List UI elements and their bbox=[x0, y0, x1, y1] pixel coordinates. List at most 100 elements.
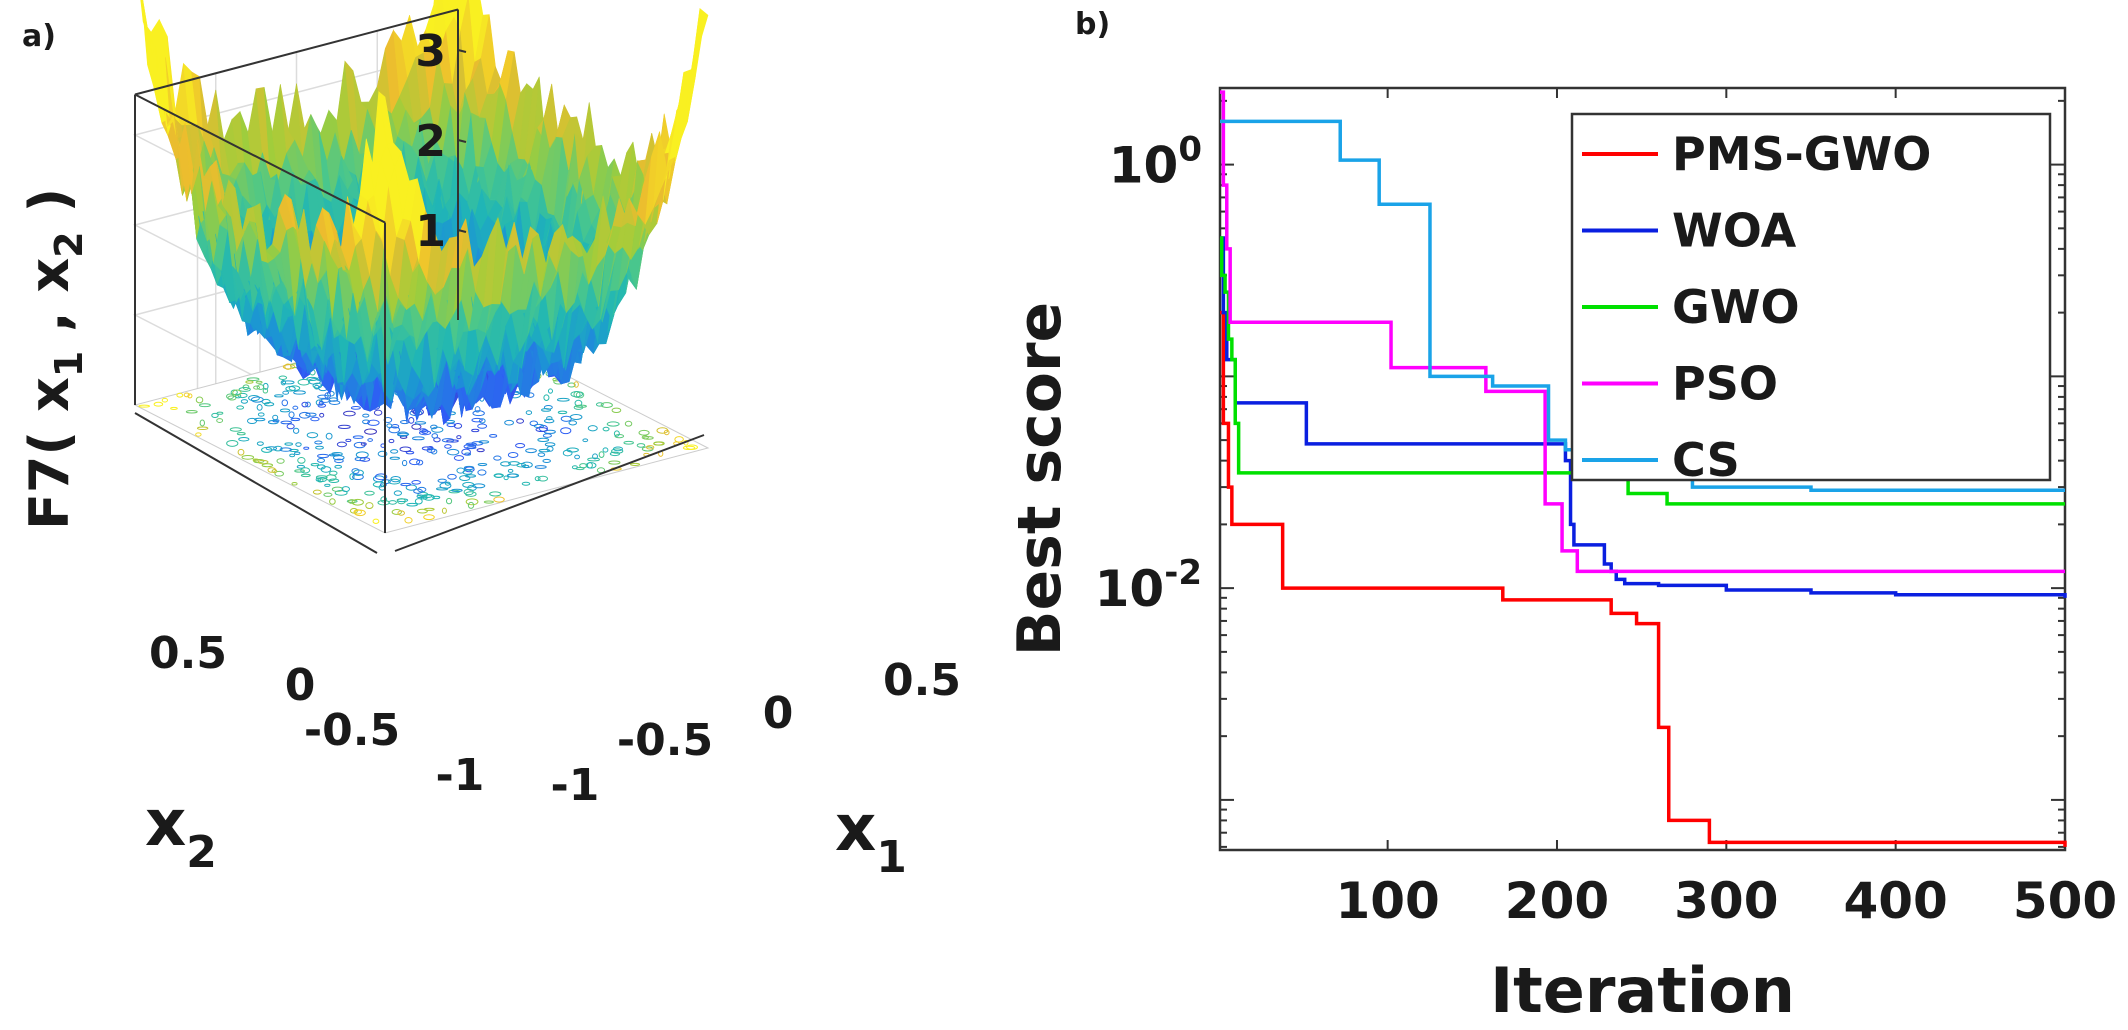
contour-loop bbox=[534, 476, 541, 482]
contour-loop bbox=[386, 423, 393, 428]
contour-loop bbox=[267, 420, 279, 425]
contour-loop bbox=[447, 473, 457, 480]
contour-loop bbox=[414, 498, 423, 505]
contour-loop bbox=[406, 502, 418, 507]
contour-loop bbox=[500, 461, 511, 467]
surface-mesh bbox=[140, 0, 709, 426]
contour-loop bbox=[328, 478, 340, 484]
contour-loop bbox=[569, 414, 583, 420]
contour-loop bbox=[374, 473, 388, 481]
contour-loop bbox=[241, 454, 255, 460]
contour-loop bbox=[595, 402, 604, 407]
series-lines bbox=[1219, 90, 2067, 847]
contour-loop bbox=[525, 410, 533, 415]
contour-loop bbox=[477, 462, 488, 467]
contour-loop bbox=[575, 404, 587, 408]
contour-loop bbox=[351, 498, 364, 506]
legend-label-cs: CS bbox=[1672, 433, 1740, 487]
contour-loop bbox=[391, 509, 402, 515]
contour-loop bbox=[352, 435, 364, 439]
contour-loop bbox=[331, 486, 344, 492]
axes-edge bbox=[134, 93, 386, 224]
contour-loop bbox=[521, 461, 533, 469]
contour-loop bbox=[336, 441, 348, 448]
z-tick-label: 2 bbox=[415, 116, 446, 167]
contour-loop bbox=[257, 412, 265, 417]
y-axis-label: x2 bbox=[145, 787, 217, 878]
contour-loop bbox=[414, 421, 427, 425]
contour-loop bbox=[630, 462, 641, 466]
contour-loop bbox=[187, 393, 193, 399]
contour-loop bbox=[235, 393, 242, 399]
contour-loop bbox=[317, 457, 326, 463]
contour-loop bbox=[529, 420, 539, 427]
contour-loop bbox=[350, 405, 361, 410]
contour-loop bbox=[515, 443, 526, 449]
contour-loop bbox=[568, 420, 578, 426]
contour-loop bbox=[535, 427, 548, 433]
contour-loop bbox=[453, 422, 463, 429]
contour-loop bbox=[329, 498, 336, 505]
contour-loop bbox=[352, 473, 364, 481]
contour-loop bbox=[413, 488, 423, 494]
x-tick-label: 200 bbox=[1505, 872, 1609, 930]
contour-loop bbox=[264, 402, 275, 407]
contour-loop bbox=[463, 465, 475, 471]
contour-loop bbox=[380, 496, 388, 503]
contour-loop bbox=[294, 469, 306, 473]
contour-loop bbox=[399, 446, 412, 452]
contour-loop bbox=[236, 432, 246, 436]
contour-loop bbox=[507, 451, 519, 458]
contour-loop bbox=[286, 423, 295, 430]
contour-loop bbox=[521, 481, 531, 486]
contour-loop bbox=[256, 384, 265, 390]
contour-loop bbox=[315, 445, 324, 450]
contour-loop bbox=[306, 432, 319, 439]
contour-loop bbox=[274, 394, 284, 398]
x-tick-label: 500 bbox=[2013, 872, 2117, 930]
contour-loop bbox=[318, 400, 324, 406]
contour-loop bbox=[463, 488, 474, 496]
y-axis-label: Best score bbox=[1005, 302, 1075, 657]
contour-loop bbox=[400, 482, 412, 487]
contour-loop bbox=[288, 411, 295, 419]
contour-loop bbox=[544, 418, 555, 424]
contour-loop bbox=[537, 475, 549, 482]
contour-loop bbox=[373, 409, 383, 416]
contour-loop bbox=[298, 411, 311, 419]
contour-loop bbox=[305, 412, 317, 417]
contour-loop bbox=[645, 445, 655, 450]
contour-loop bbox=[324, 483, 331, 487]
contour-loop bbox=[416, 508, 428, 514]
contour-loop bbox=[364, 428, 377, 435]
y-tick-label: -0.5 bbox=[304, 705, 400, 756]
contour-loop bbox=[493, 496, 505, 503]
contour-loop bbox=[278, 375, 288, 380]
contour-loop bbox=[507, 473, 520, 478]
contour-loop bbox=[196, 426, 209, 431]
contour-loop bbox=[489, 434, 498, 438]
contour-loop bbox=[262, 387, 269, 394]
contour-loop bbox=[476, 448, 485, 453]
y-axis-line bbox=[134, 412, 378, 554]
contour-loop bbox=[323, 492, 333, 497]
contour-loop bbox=[341, 486, 350, 493]
contour-loop bbox=[199, 419, 206, 427]
contour-loop bbox=[574, 454, 580, 460]
contour-loop bbox=[439, 482, 452, 489]
contour-loop bbox=[297, 457, 306, 464]
contour-loop bbox=[324, 392, 332, 399]
contour-loop bbox=[493, 473, 504, 478]
contour-loop bbox=[465, 442, 478, 447]
contour-loop bbox=[276, 458, 285, 464]
contour-loop bbox=[317, 394, 329, 399]
contour-loop bbox=[279, 408, 291, 413]
contour-loop bbox=[483, 500, 495, 504]
contour-loop bbox=[315, 477, 321, 482]
contour-loop bbox=[534, 465, 547, 469]
contour-loop bbox=[280, 379, 287, 386]
contour-loop bbox=[261, 463, 274, 468]
contour-loop bbox=[606, 421, 620, 427]
contour-loop bbox=[557, 410, 568, 415]
contour-loop bbox=[431, 433, 439, 439]
